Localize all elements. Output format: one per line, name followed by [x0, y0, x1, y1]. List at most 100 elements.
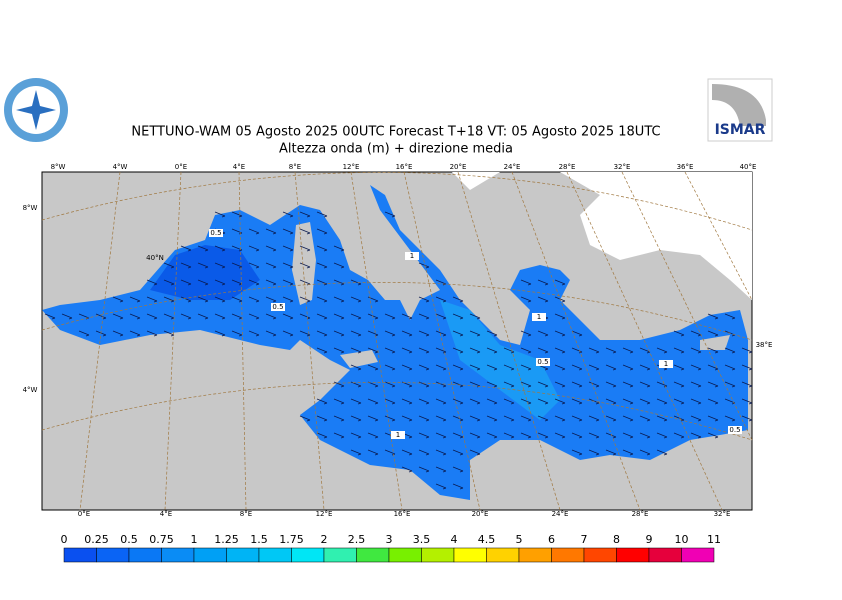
- direction-arrow: [316, 228, 328, 235]
- direction-arrow: [639, 347, 651, 354]
- direction-arrow: [163, 330, 175, 337]
- direction-arrow: [520, 398, 532, 405]
- direction-arrow: [690, 432, 702, 439]
- direction-arrow: [622, 347, 634, 354]
- direction-arrow: [503, 432, 515, 439]
- direction-arrow: [350, 364, 362, 371]
- direction-arrow: [537, 347, 549, 354]
- direction-arrow: [452, 313, 464, 320]
- lon-label: 28°E: [559, 163, 576, 171]
- direction-arrow: [384, 364, 396, 371]
- direction-arrow: [452, 398, 464, 405]
- direction-arrow: [282, 279, 294, 286]
- direction-arrow: [622, 381, 634, 388]
- contour-label-box: [405, 252, 419, 260]
- direction-arrow: [418, 381, 430, 388]
- direction-arrow: [690, 364, 702, 371]
- graticule: [41, 171, 753, 511]
- colorbar-swatch: [453, 547, 487, 563]
- colorbar-label: 11: [707, 533, 721, 546]
- direction-arrow: [741, 347, 753, 354]
- direction-arrow: [333, 296, 345, 303]
- direction-arrow: [146, 279, 158, 286]
- direction-arrow: [418, 330, 430, 337]
- direction-arrow: [673, 364, 685, 371]
- island: [340, 350, 378, 368]
- direction-arrow: [265, 262, 277, 269]
- island: [700, 335, 730, 350]
- direction-arrow: [588, 347, 600, 354]
- direction-arrow: [537, 330, 549, 337]
- colorbar-swatch: [551, 547, 585, 563]
- lon-label: 24°E: [504, 163, 521, 171]
- direction-arrow: [146, 313, 158, 320]
- lon-label: 16°E: [394, 510, 411, 518]
- contour-label-box: [532, 313, 546, 321]
- direction-arrow: [605, 449, 617, 456]
- direction-arrow: [452, 330, 464, 337]
- direction-arrow: [112, 296, 124, 303]
- direction-arrow: [265, 228, 277, 235]
- lon-label: 8°E: [240, 510, 252, 518]
- contour-label-box: [728, 426, 742, 434]
- direction-arrow: [469, 449, 481, 456]
- direction-arrow: [282, 211, 294, 218]
- colorbar-label: 0.75: [149, 533, 174, 546]
- direction-arrow: [265, 279, 277, 286]
- direction-arrow: [571, 330, 583, 337]
- direction-arrow: [418, 313, 430, 320]
- direction-arrow: [163, 296, 175, 303]
- direction-arrow: [741, 415, 753, 422]
- lat-label: 40°N: [146, 254, 164, 262]
- direction-arrow: [401, 466, 413, 473]
- direction-arrow: [588, 364, 600, 371]
- direction-arrow: [707, 381, 719, 388]
- direction-arrow: [571, 364, 583, 371]
- direction-arrow: [554, 398, 566, 405]
- direction-arrow: [520, 364, 532, 371]
- direction-arrow: [469, 432, 481, 439]
- direction-arrow: [316, 211, 328, 218]
- direction-arrow: [435, 466, 447, 473]
- direction-arrow: [367, 449, 379, 456]
- direction-arrow: [673, 432, 685, 439]
- colorbar-swatch: [291, 547, 325, 563]
- lat-label: 38°E: [756, 341, 773, 349]
- direction-arrow: [673, 330, 685, 337]
- direction-arrow: [435, 483, 447, 490]
- direction-arrow: [571, 347, 583, 354]
- direction-arrow: [690, 398, 702, 405]
- direction-arrow: [350, 398, 362, 405]
- colorbar-swatch: [96, 547, 130, 563]
- direction-arrow: [554, 279, 566, 286]
- direction-arrow: [316, 347, 328, 354]
- direction-arrow: [520, 330, 532, 337]
- direction-arrow: [401, 330, 413, 337]
- direction-arrow: [452, 449, 464, 456]
- direction-arrow: [435, 313, 447, 320]
- direction-arrow: [282, 262, 294, 269]
- direction-arrow: [554, 415, 566, 422]
- direction-arrow: [299, 296, 311, 303]
- direction-arrow: [401, 398, 413, 405]
- lon-label: 0°E: [78, 510, 90, 518]
- direction-arrow: [384, 211, 396, 218]
- direction-arrow: [418, 347, 430, 354]
- direction-arrow: [452, 296, 464, 303]
- direction-arrow: [452, 483, 464, 490]
- direction-arrow: [384, 347, 396, 354]
- colorbar-swatch: [323, 547, 357, 563]
- direction-arrow: [605, 415, 617, 422]
- colorbar-swatch: [648, 547, 682, 563]
- contour-label: 1: [664, 360, 668, 368]
- direction-arrow: [350, 449, 362, 456]
- direction-arrow: [588, 432, 600, 439]
- direction-arrow: [316, 330, 328, 337]
- colorbar-label: 4.5: [478, 533, 496, 546]
- direction-arrow: [537, 415, 549, 422]
- direction-arrow: [146, 296, 158, 303]
- direction-arrow: [707, 330, 719, 337]
- direction-arrow: [197, 296, 209, 303]
- direction-arrow: [418, 364, 430, 371]
- direction-arrow: [333, 330, 345, 337]
